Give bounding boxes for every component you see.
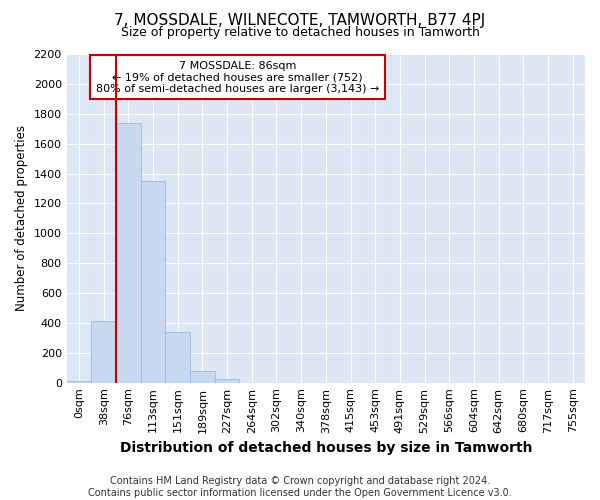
Text: Size of property relative to detached houses in Tamworth: Size of property relative to detached ho… <box>121 26 479 39</box>
Bar <box>141 181 166 382</box>
Bar <box>190 372 215 382</box>
Text: Contains HM Land Registry data © Crown copyright and database right 2024.
Contai: Contains HM Land Registry data © Crown c… <box>88 476 512 498</box>
Bar <box>67 381 91 382</box>
Y-axis label: Number of detached properties: Number of detached properties <box>15 126 28 312</box>
Bar <box>166 332 190 382</box>
Bar <box>215 379 239 382</box>
Text: 7 MOSSDALE: 86sqm
← 19% of detached houses are smaller (752)
80% of semi-detache: 7 MOSSDALE: 86sqm ← 19% of detached hous… <box>96 60 379 94</box>
Bar <box>116 122 141 382</box>
Text: 7, MOSSDALE, WILNECOTE, TAMWORTH, B77 4PJ: 7, MOSSDALE, WILNECOTE, TAMWORTH, B77 4P… <box>115 12 485 28</box>
X-axis label: Distribution of detached houses by size in Tamworth: Distribution of detached houses by size … <box>119 441 532 455</box>
Bar <box>91 322 116 382</box>
